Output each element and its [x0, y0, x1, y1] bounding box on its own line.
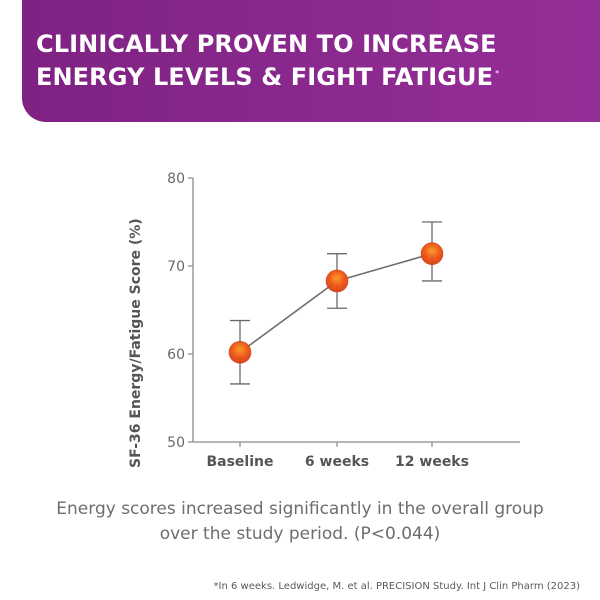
y-tick-label-50: 50 [167, 435, 185, 451]
axes: 50 60 70 80 Baseline 6 weeks 12 weeks [167, 171, 520, 470]
data-series [228, 221, 444, 385]
headline-line-2: ENERGY LEVELS & FIGHT FATIGUE * [36, 59, 499, 92]
data-point-0 [228, 340, 252, 364]
headline-line-2-text: ENERGY LEVELS & FIGHT FATIGUE [36, 63, 494, 91]
headline: CLINICALLY PROVEN TO INCREASE ENERGY LEV… [36, 30, 499, 92]
y-tick-label-60: 60 [167, 347, 185, 363]
energy-score-chart: 50 60 70 80 Baseline 6 weeks 12 weeks SF-36 En… [128, 171, 520, 470]
y-axis-label: SF-36 Energy/Fatigue Score (%) [128, 218, 144, 468]
y-tick-label-80: 80 [167, 171, 185, 187]
chart-caption: Energy scores increased significantly in… [56, 499, 544, 544]
x-tick-label-0: Baseline [206, 454, 273, 470]
series-line [239, 252, 433, 353]
citation-footnote: *In 6 weeks. Ledwidge, M. et al. PRECISI… [213, 581, 580, 592]
x-tick-label-2: 12 weeks [395, 454, 469, 470]
header-banner: CLINICALLY PROVEN TO INCREASE ENERGY LEV… [22, 0, 600, 122]
headline-line-1: CLINICALLY PROVEN TO INCREASE [36, 30, 497, 58]
x-tick-label-1: 6 weeks [305, 454, 369, 470]
y-tick-label-70: 70 [167, 259, 185, 275]
data-point-2 [420, 242, 444, 265]
headline-footnote-mark: * [495, 69, 500, 78]
data-point-1 [325, 269, 349, 293]
